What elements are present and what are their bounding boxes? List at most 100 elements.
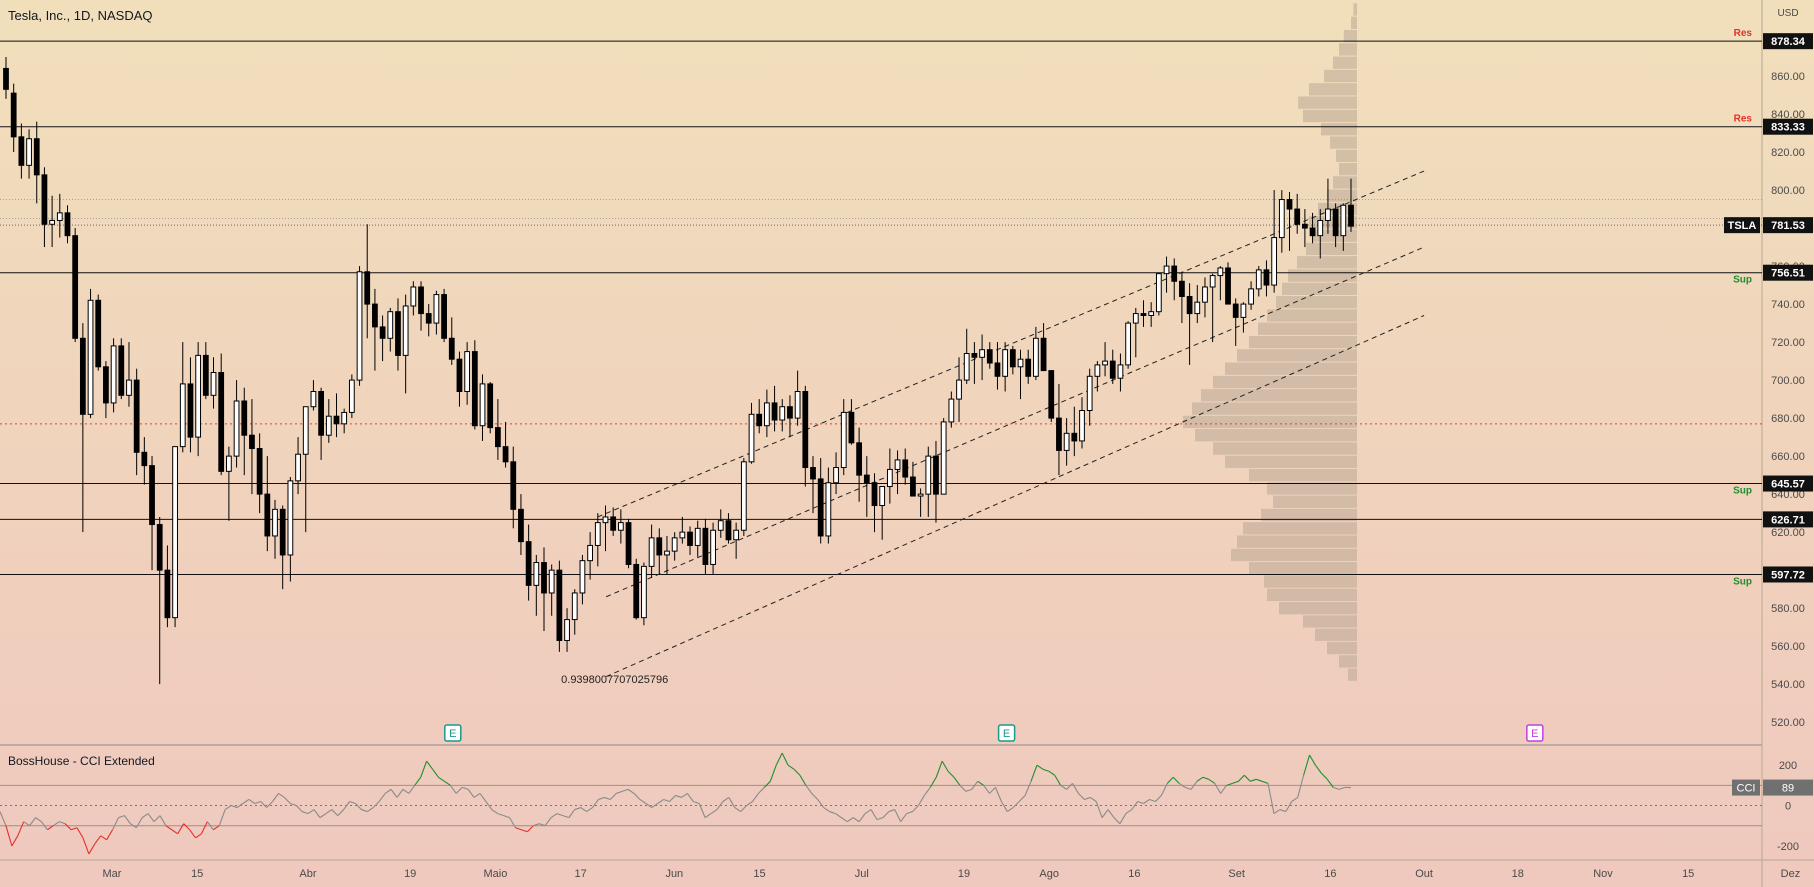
candle-body xyxy=(740,461,747,531)
cci-segment xyxy=(1143,799,1150,804)
cci-segment xyxy=(1226,782,1233,786)
cci-segment xyxy=(1166,776,1174,784)
cci-segment xyxy=(1030,764,1038,782)
candle-body xyxy=(1033,337,1039,377)
time-tick-label: 16 xyxy=(1324,868,1336,880)
price-tick-label: 680.00 xyxy=(1771,413,1805,425)
cci-segment xyxy=(657,799,664,804)
cci-segment xyxy=(444,780,451,786)
candle-body xyxy=(902,459,909,478)
cci-segment xyxy=(1160,783,1168,796)
candle-body xyxy=(933,455,939,495)
cci-segment xyxy=(462,786,469,790)
candle-body xyxy=(1232,303,1239,318)
candle-body xyxy=(602,516,609,524)
cci-segment xyxy=(0,811,7,826)
cci-segment xyxy=(141,813,149,819)
candle-body xyxy=(1002,349,1009,377)
cci-segment xyxy=(900,813,908,822)
cci-segment xyxy=(852,817,860,823)
cci-segment xyxy=(195,833,202,839)
candle-body xyxy=(1025,358,1032,377)
cci-segment xyxy=(1084,796,1091,800)
candle-body xyxy=(287,480,294,556)
cci-segment xyxy=(76,827,84,839)
candle-body xyxy=(548,569,555,594)
cci-segment xyxy=(319,813,327,819)
candle-body xyxy=(433,294,440,324)
chart-title: Tesla, Inc., 1D, NASDAQ xyxy=(8,8,153,23)
volume-profile-bar xyxy=(1237,349,1357,362)
candle-body xyxy=(986,349,993,364)
cci-segment xyxy=(1267,783,1275,814)
level-price-tag xyxy=(1763,118,1813,135)
time-tick-label: 19 xyxy=(958,868,970,880)
cci-segment xyxy=(159,815,167,826)
candle-body xyxy=(733,529,740,541)
cci-segment xyxy=(1333,786,1340,790)
candle-body xyxy=(794,391,801,419)
candle-body xyxy=(1317,219,1324,237)
candle-body xyxy=(502,446,509,463)
time-tick-label: Dez xyxy=(1781,868,1801,880)
volume-profile-bar xyxy=(1315,628,1357,641)
cci-segment xyxy=(1066,782,1073,790)
candle-body xyxy=(264,493,271,537)
volume-profile-bar xyxy=(1267,588,1357,602)
candle-body xyxy=(256,448,263,495)
cci-segment xyxy=(153,815,161,823)
cci-segment xyxy=(112,817,120,830)
candle-body xyxy=(518,508,524,543)
cci-segment xyxy=(100,835,107,841)
cci-segment xyxy=(1131,801,1139,810)
cci-segment xyxy=(1320,772,1328,780)
cci-segment xyxy=(509,817,516,828)
cci-segment xyxy=(1000,801,1008,812)
level-price-tag xyxy=(1763,566,1813,583)
cci-segment xyxy=(983,785,990,794)
cci-segment xyxy=(1060,784,1067,790)
indicator-title: BossHouse - CCI Extended xyxy=(8,754,155,768)
volume-profile-bar xyxy=(1333,176,1357,189)
cci-segment xyxy=(758,786,765,794)
earnings-marker-label: E xyxy=(1003,728,1010,740)
cci-segment xyxy=(740,805,747,812)
cci-segment xyxy=(23,821,30,827)
cci-segment xyxy=(1202,776,1209,780)
price-tick-label: 660.00 xyxy=(1771,451,1805,463)
cci-segment xyxy=(35,817,42,823)
cci-segment xyxy=(539,823,546,827)
candle-body xyxy=(103,366,109,404)
candle-body xyxy=(1155,273,1162,313)
cci-segment xyxy=(917,795,925,806)
cci-segment xyxy=(1042,768,1049,772)
volume-profile-bar xyxy=(1201,389,1357,402)
candle-body xyxy=(1217,267,1224,277)
cci-segment xyxy=(213,825,220,831)
time-tick-label: Jun xyxy=(665,868,683,880)
candle-body xyxy=(79,337,86,415)
volume-profile-bar xyxy=(1273,495,1357,508)
cci-segment xyxy=(467,789,475,798)
cci-segment xyxy=(372,801,380,808)
cci-segment xyxy=(817,799,825,808)
volume-profile-bar xyxy=(1298,96,1357,109)
cci-segment xyxy=(1155,795,1162,802)
cci-segment xyxy=(698,803,706,818)
price-tick-label: 860.00 xyxy=(1771,71,1805,83)
price-tick-label: 800.00 xyxy=(1771,185,1805,197)
cci-segment xyxy=(627,788,635,794)
volume-profile-bar xyxy=(1327,641,1357,655)
candle-body xyxy=(1248,288,1254,305)
candle-body xyxy=(810,467,816,480)
cci-segment xyxy=(681,792,688,798)
currency-label: USD xyxy=(1777,8,1798,19)
candle-body xyxy=(802,391,809,469)
candle-body xyxy=(525,541,532,586)
candle-body xyxy=(1186,295,1193,315)
candle-body xyxy=(410,286,417,307)
cci-segment xyxy=(829,811,836,815)
cci-segment xyxy=(82,837,90,855)
